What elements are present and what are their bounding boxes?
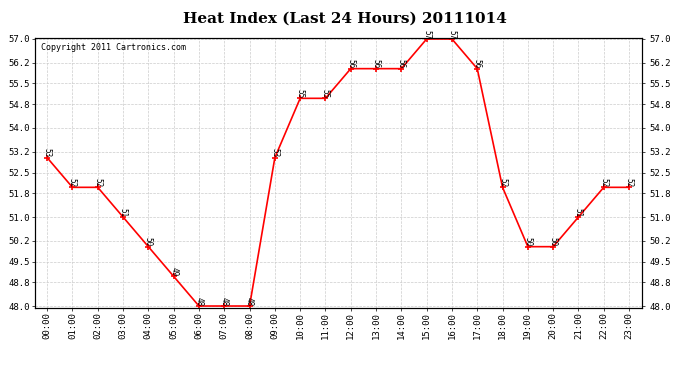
Text: 56: 56 bbox=[473, 59, 482, 69]
Text: 53: 53 bbox=[43, 148, 52, 158]
Text: 55: 55 bbox=[321, 89, 330, 98]
Text: Copyright 2011 Cartronics.com: Copyright 2011 Cartronics.com bbox=[41, 43, 186, 52]
Text: Heat Index (Last 24 Hours) 20111014: Heat Index (Last 24 Hours) 20111014 bbox=[183, 11, 507, 25]
Text: 52: 52 bbox=[93, 178, 102, 188]
Text: 50: 50 bbox=[144, 237, 153, 247]
Text: 50: 50 bbox=[523, 237, 533, 247]
Text: 48: 48 bbox=[245, 297, 254, 306]
Text: 56: 56 bbox=[346, 59, 355, 69]
Text: 50: 50 bbox=[549, 237, 558, 247]
Text: 57: 57 bbox=[447, 30, 457, 39]
Text: 53: 53 bbox=[270, 148, 279, 158]
Text: 55: 55 bbox=[295, 89, 305, 98]
Text: 48: 48 bbox=[219, 297, 229, 306]
Text: 56: 56 bbox=[397, 59, 406, 69]
Text: 52: 52 bbox=[624, 178, 633, 188]
Text: 52: 52 bbox=[68, 178, 77, 188]
Text: 52: 52 bbox=[498, 178, 507, 188]
Text: 49: 49 bbox=[169, 267, 178, 276]
Text: 56: 56 bbox=[371, 59, 381, 69]
Text: 51: 51 bbox=[119, 208, 128, 217]
Text: 48: 48 bbox=[195, 297, 204, 306]
Text: 51: 51 bbox=[574, 208, 583, 217]
Text: 52: 52 bbox=[599, 178, 609, 188]
Text: 57: 57 bbox=[422, 30, 431, 39]
